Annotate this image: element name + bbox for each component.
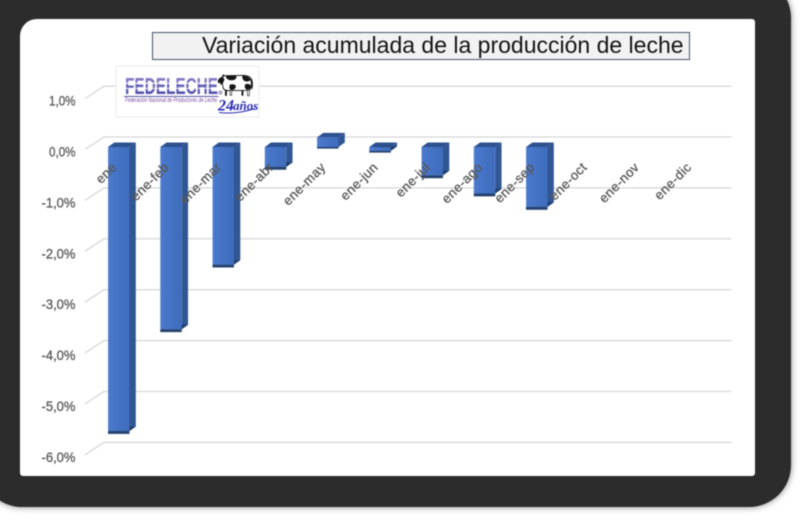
svg-text:ene-dic: ene-dic	[651, 160, 694, 203]
svg-text:-3,0%: -3,0%	[42, 296, 76, 312]
svg-text:-4,0%: -4,0%	[42, 347, 76, 363]
svg-text:-6,0%: -6,0%	[42, 449, 76, 465]
svg-text:-5,0%: -5,0%	[42, 398, 76, 414]
svg-text:0,0%: 0,0%	[49, 144, 76, 160]
svg-text:ene-jun: ene-jun	[337, 160, 381, 204]
svg-text:FEDELECHE: FEDELECHE	[125, 73, 218, 99]
svg-text:ene-may: ene-may	[280, 160, 329, 209]
svg-text:ene-nov: ene-nov	[596, 160, 642, 206]
svg-text:1,0%: 1,0%	[49, 93, 76, 109]
svg-text:Federación Nacional de Product: Federación Nacional de Productores de Le…	[125, 98, 217, 104]
svg-text:-1,0%: -1,0%	[42, 194, 76, 210]
svg-text:24: 24	[217, 98, 234, 115]
svg-text:ene-jul: ene-jul	[393, 160, 434, 201]
svg-text:-2,0%: -2,0%	[42, 245, 76, 261]
